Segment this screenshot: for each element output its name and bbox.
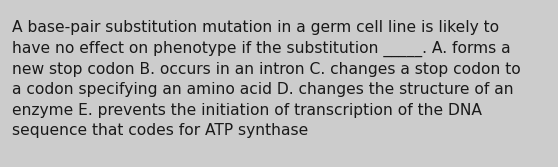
Text: A base-pair substitution mutation in a germ cell line is likely to
have no effec: A base-pair substitution mutation in a g…: [12, 20, 521, 138]
